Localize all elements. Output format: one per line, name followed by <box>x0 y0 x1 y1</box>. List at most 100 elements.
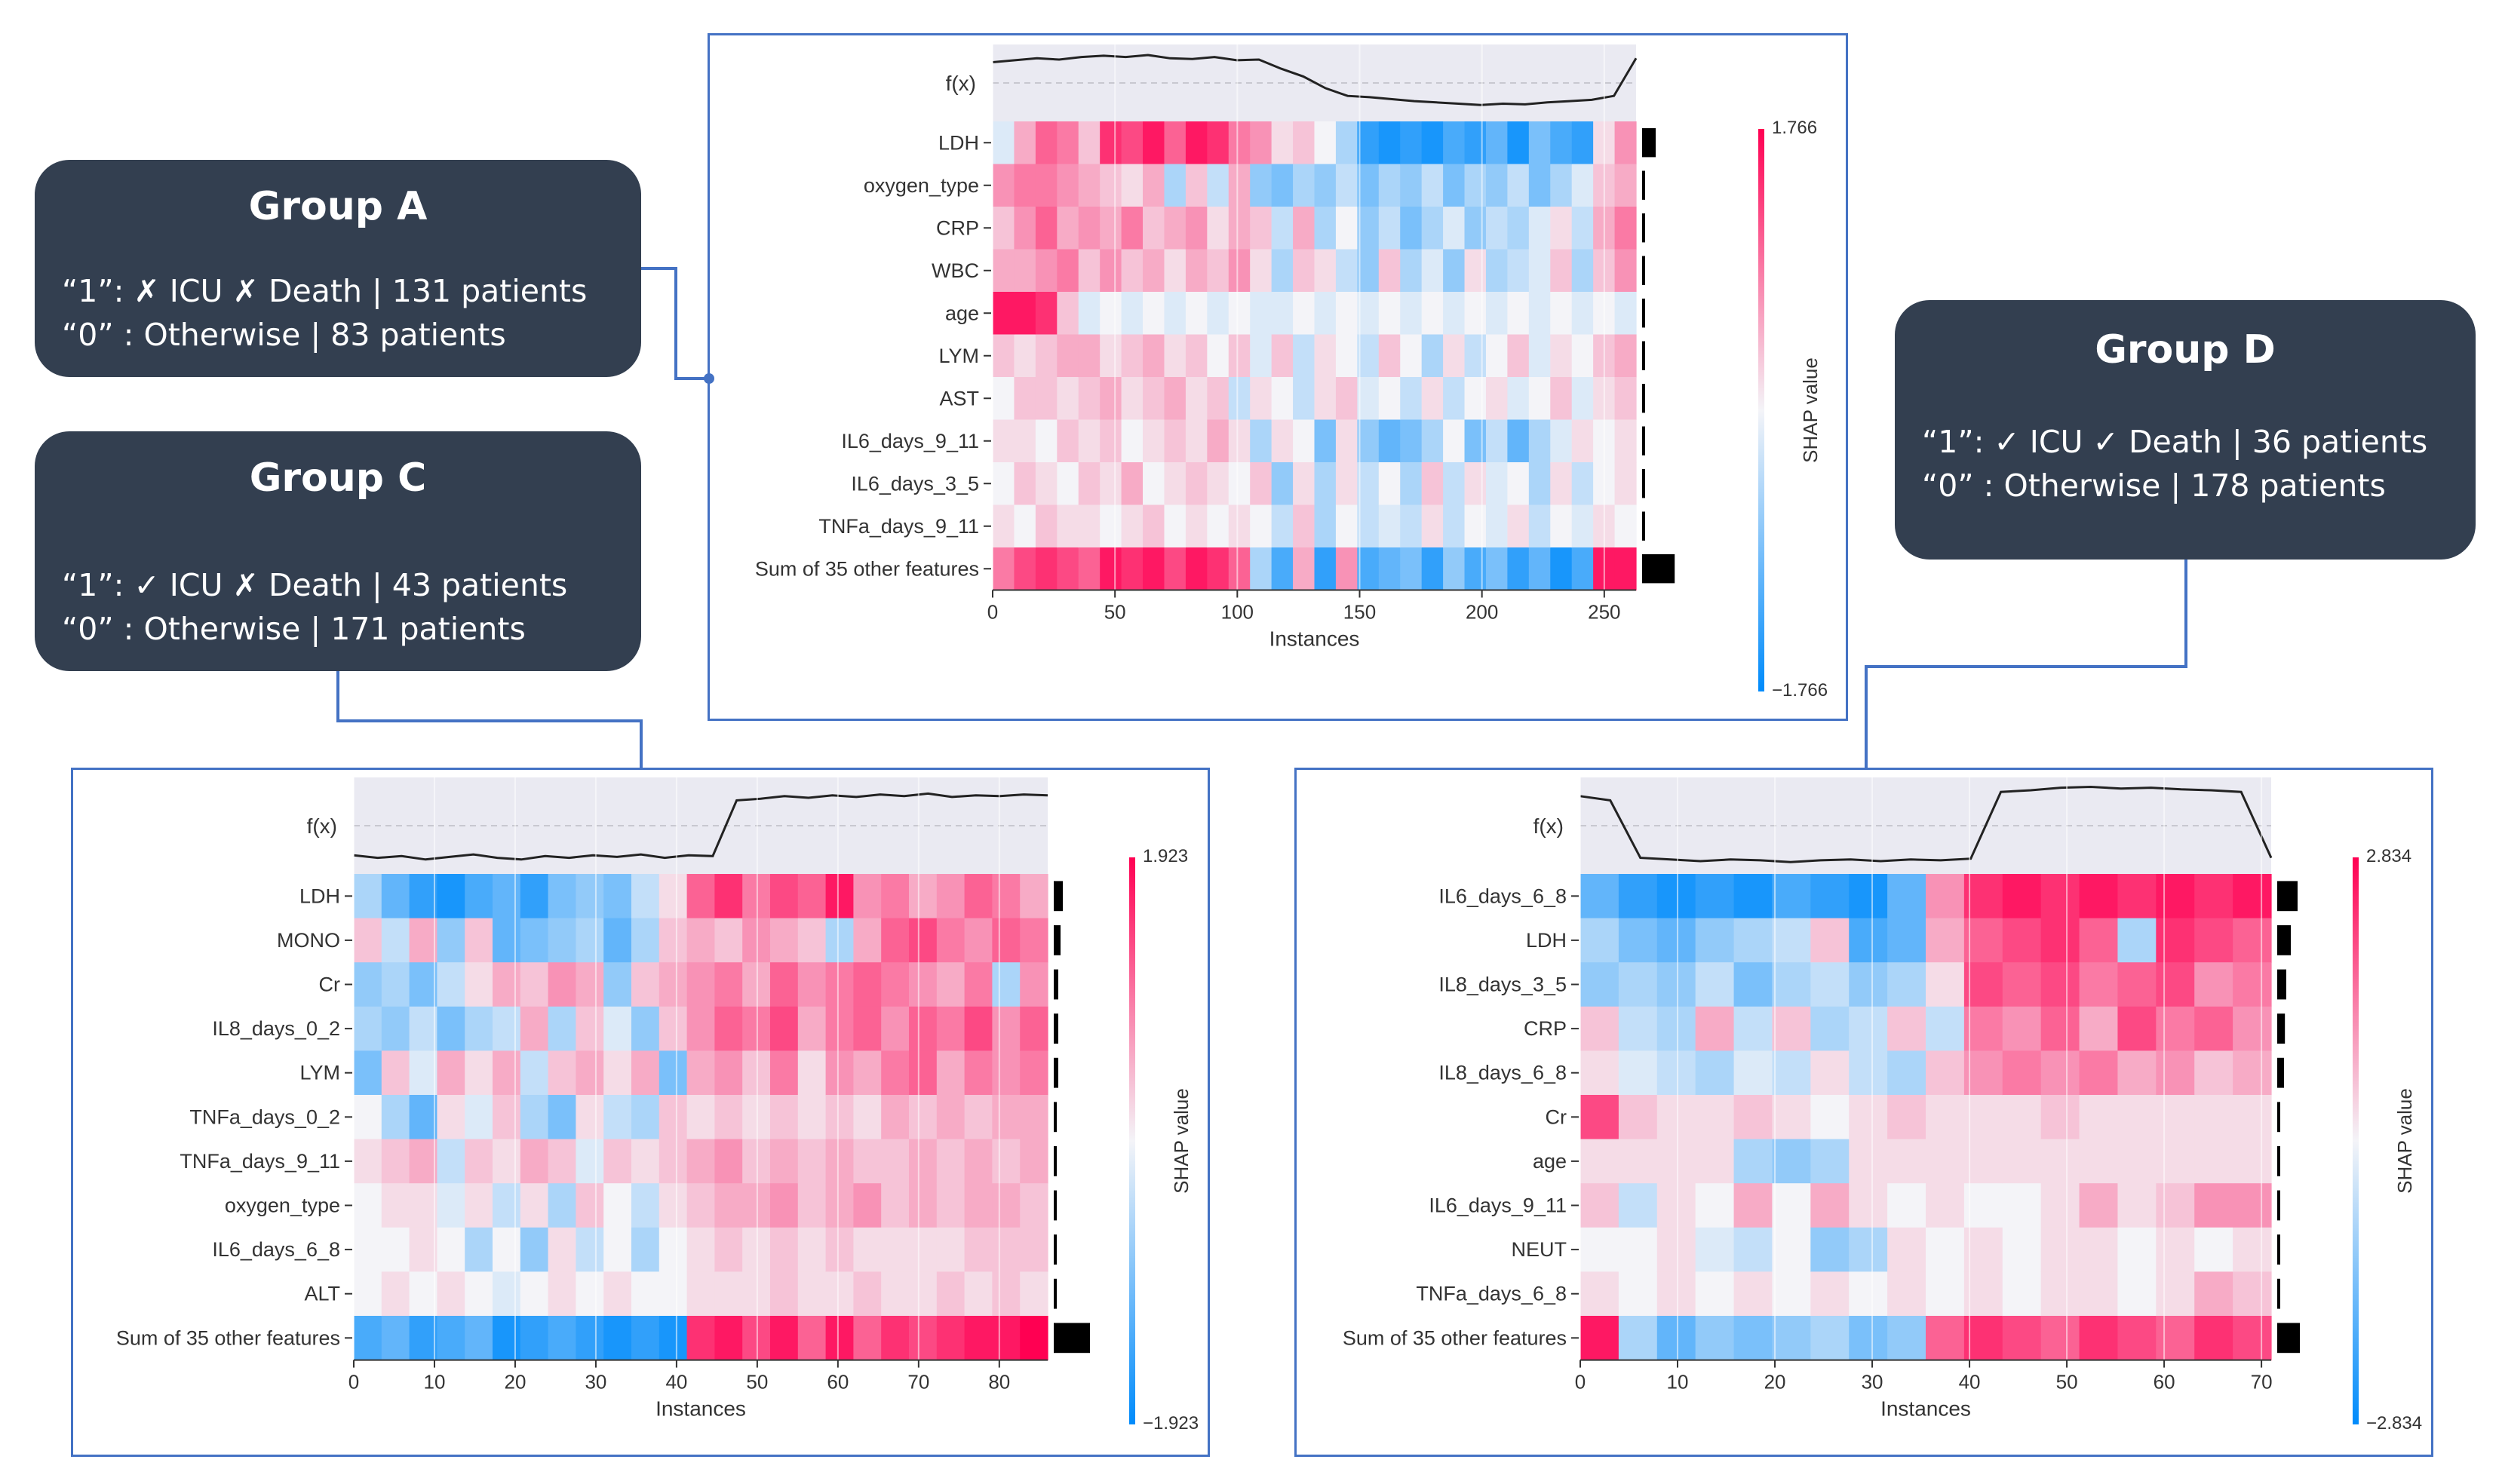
heatmap-cell <box>881 1050 910 1096</box>
heatmap-cell <box>1035 334 1058 378</box>
heatmap-cell <box>1618 1183 1658 1228</box>
heatmap-cell <box>1314 164 1337 207</box>
heatmap-cell <box>964 962 993 1007</box>
heatmap-cell <box>797 1050 827 1096</box>
heatmap-cell <box>1207 462 1230 506</box>
heatmap-cell <box>1185 207 1208 250</box>
heatmap-cell <box>631 1316 660 1361</box>
feature-label: ALT <box>304 1283 340 1305</box>
heatmap-cell <box>465 1139 493 1184</box>
heatmap-cell <box>381 962 410 1007</box>
heatmap-cell <box>1580 1227 1619 1272</box>
heatmap-cell <box>714 1139 743 1184</box>
heatmap-cell <box>1164 121 1187 165</box>
importance-bar <box>1054 1057 1058 1088</box>
heatmap-cell <box>465 1227 493 1272</box>
heatmap-cell <box>853 874 882 919</box>
heatmap-cell <box>825 1050 854 1096</box>
heatmap-cell <box>1695 1271 1735 1317</box>
heatmap-cell <box>1772 1006 1811 1051</box>
heatmap-cell <box>1100 121 1122 165</box>
heatmap-cell <box>1810 874 1850 919</box>
heatmap-cell <box>1580 918 1619 963</box>
heatmap-cell <box>1443 164 1466 207</box>
heatmap-cell <box>1271 292 1294 336</box>
feature-label: Cr <box>1546 1105 1567 1128</box>
heatmap-cell <box>1485 164 1508 207</box>
heatmap-cell <box>1571 292 1594 336</box>
heatmap-cell <box>881 962 910 1007</box>
group-a-line-1: “1”: ✗ ICU ✗ Death | 131 patients <box>62 273 588 309</box>
heatmap-cell <box>2002 1050 2042 1096</box>
heatmap-cell <box>1528 334 1551 378</box>
heatmap-cell <box>714 1006 743 1051</box>
x-tick-label: 200 <box>1466 601 1498 624</box>
heatmap-cell <box>770 1316 799 1361</box>
heatmap-cell <box>1378 121 1401 165</box>
heatmap-cell <box>631 962 660 1007</box>
heatmap-cell <box>1143 207 1165 250</box>
colorbar-min-label: −1.923 <box>1143 1413 1199 1433</box>
heatmap-cell <box>853 1227 882 1272</box>
importance-bar <box>2277 1057 2284 1088</box>
heatmap-cell <box>1507 121 1530 165</box>
heatmap-cell <box>1314 207 1337 250</box>
heatmap-cell <box>493 1095 521 1140</box>
heatmap-cell <box>2194 1050 2233 1096</box>
heatmap-cell <box>1507 462 1530 506</box>
heatmap-cell <box>853 962 882 1007</box>
heatmap-cell <box>992 1139 1021 1184</box>
heatmap-cell <box>797 1183 827 1228</box>
heatmap-cell <box>770 874 799 919</box>
heatmap-cell <box>881 1183 910 1228</box>
heatmap-cell <box>1963 962 2003 1007</box>
heatmap-cell <box>1733 1183 1773 1228</box>
feature-label: AST <box>939 387 979 409</box>
feature-label: WBC <box>932 259 979 282</box>
heatmap-cell <box>1185 462 1208 506</box>
heatmap-cell <box>1020 1006 1048 1051</box>
heatmap-cell <box>1571 207 1594 250</box>
heatmap-cell <box>1078 292 1101 336</box>
heatmap-cell <box>409 1183 437 1228</box>
heatmap-cell <box>1849 1095 1888 1140</box>
heatmap-cell <box>1550 462 1573 506</box>
heatmap-cell <box>1926 962 1965 1007</box>
heatmap-cell <box>1271 249 1294 293</box>
heatmap-cell <box>1035 292 1058 336</box>
heatmap-cell <box>1014 249 1036 293</box>
heatmap-cell <box>1400 462 1423 506</box>
x-tick-label: 40 <box>1959 1371 1981 1394</box>
heatmap-cell <box>576 1095 604 1140</box>
heatmap-cell <box>2040 962 2080 1007</box>
heatmap-cell <box>1464 377 1487 421</box>
heatmap-cell <box>1335 249 1358 293</box>
chart-panel-group-a: f(x) LDH oxygen_type CRP WBC age LYM AST IL6_day… <box>708 33 1848 721</box>
heatmap-cell <box>381 918 410 963</box>
heatmap-cell <box>993 547 1015 591</box>
heatmap-cell <box>1849 962 1888 1007</box>
heatmap-cell <box>2002 1271 2042 1317</box>
heatmap-cell <box>881 1316 910 1361</box>
heatmap-cell <box>1250 547 1272 591</box>
heatmap-cell <box>1443 249 1466 293</box>
importance-bar <box>2277 925 2291 955</box>
heatmap-cell <box>1400 249 1423 293</box>
heatmap-cell <box>1614 377 1637 421</box>
heatmap-cell <box>1695 1316 1735 1361</box>
importance-bar <box>2277 881 2298 912</box>
heatmap-cell <box>1887 1183 1926 1228</box>
heatmap-cell <box>1571 504 1594 548</box>
heatmap-cell <box>1293 249 1315 293</box>
heatmap-cell <box>936 874 965 919</box>
feature-label: TNFa_days_0_2 <box>189 1105 340 1128</box>
heatmap-cell <box>881 1006 910 1051</box>
heatmap-cell <box>1078 121 1101 165</box>
heatmap-cell <box>2156 1316 2195 1361</box>
heatmap-cell <box>797 1139 827 1184</box>
heatmap-cell <box>881 1227 910 1272</box>
fx-curve <box>992 54 1638 106</box>
heatmap-cell <box>1443 462 1466 506</box>
heatmap-cell <box>1528 462 1551 506</box>
feature-label: Sum of 35 other features <box>1343 1326 1567 1349</box>
